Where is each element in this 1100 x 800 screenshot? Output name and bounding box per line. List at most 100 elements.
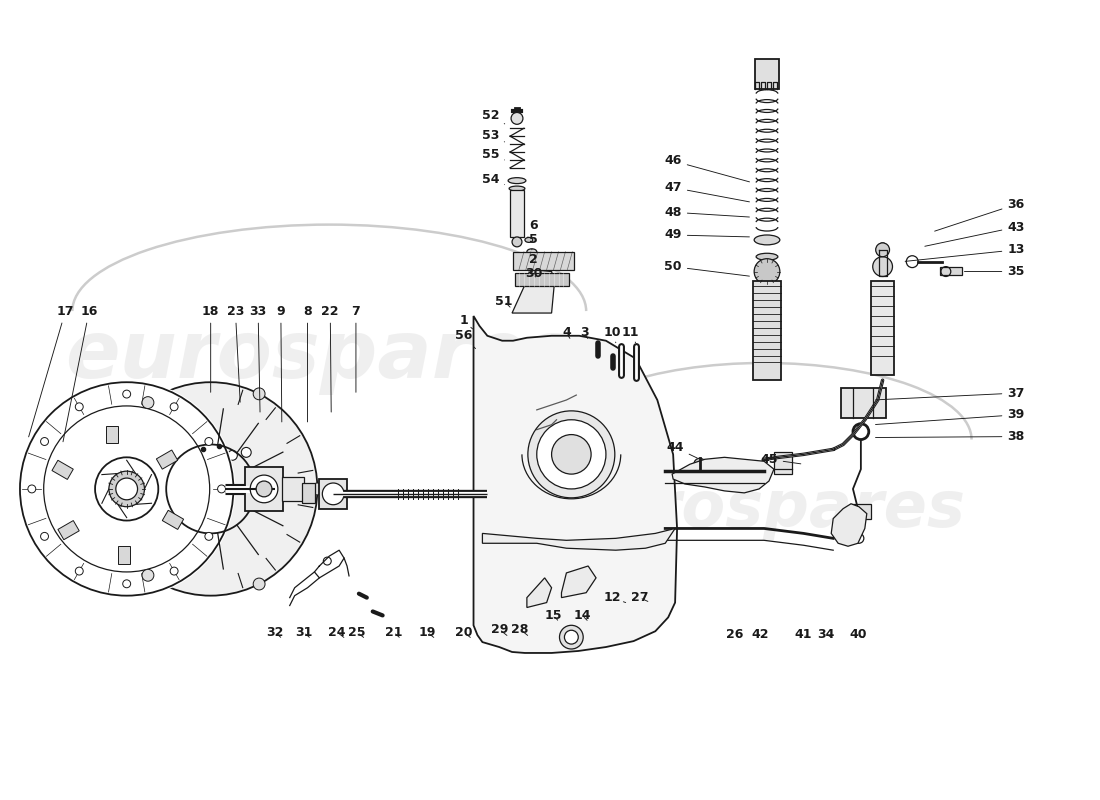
Text: eurospares: eurospares: [562, 478, 966, 540]
Ellipse shape: [527, 249, 537, 254]
Bar: [52, 460, 74, 479]
Ellipse shape: [525, 238, 532, 242]
Circle shape: [854, 534, 864, 543]
Circle shape: [755, 258, 780, 284]
Text: 56: 56: [455, 330, 475, 349]
Circle shape: [18, 380, 235, 598]
Bar: [118, 546, 130, 564]
Circle shape: [872, 257, 892, 277]
Text: 7: 7: [352, 305, 361, 392]
Text: 55: 55: [482, 149, 505, 162]
Circle shape: [560, 626, 583, 649]
Circle shape: [22, 384, 231, 594]
Text: 8: 8: [304, 305, 311, 422]
Bar: [939, 266, 961, 274]
Circle shape: [694, 458, 706, 470]
Bar: [513, 252, 574, 270]
Polygon shape: [473, 316, 678, 653]
Circle shape: [475, 531, 490, 546]
Bar: [754, 282, 781, 380]
Text: 3: 3: [580, 326, 588, 339]
Circle shape: [75, 403, 84, 410]
Circle shape: [253, 388, 265, 400]
Polygon shape: [513, 270, 554, 313]
Bar: [245, 467, 283, 510]
Text: 20: 20: [455, 626, 472, 638]
Bar: [851, 504, 871, 518]
Circle shape: [205, 533, 212, 540]
Bar: [755, 59, 779, 89]
Text: 49: 49: [664, 229, 749, 242]
Circle shape: [323, 557, 331, 565]
Text: 51: 51: [495, 294, 513, 308]
Text: 50: 50: [664, 260, 749, 276]
Ellipse shape: [756, 254, 778, 260]
Bar: [58, 521, 79, 540]
Polygon shape: [483, 529, 675, 550]
Text: 14: 14: [573, 609, 591, 622]
Text: 16: 16: [63, 305, 98, 442]
Text: 30: 30: [525, 267, 542, 280]
Circle shape: [528, 411, 615, 498]
Circle shape: [28, 485, 36, 493]
Text: 25: 25: [349, 626, 365, 638]
Polygon shape: [527, 578, 551, 607]
Text: 5: 5: [529, 234, 538, 250]
Circle shape: [75, 567, 84, 575]
Circle shape: [104, 382, 318, 596]
Text: 52: 52: [482, 109, 505, 124]
Bar: [319, 479, 346, 509]
Text: 38: 38: [876, 430, 1024, 443]
Circle shape: [250, 475, 278, 502]
Text: 6: 6: [528, 218, 538, 237]
Text: 48: 48: [664, 206, 749, 218]
Text: 34: 34: [817, 628, 835, 641]
Text: 41: 41: [795, 628, 812, 641]
Text: 4: 4: [562, 326, 571, 339]
Polygon shape: [672, 458, 774, 493]
Text: 35: 35: [965, 265, 1025, 278]
Text: 1: 1: [460, 314, 473, 329]
Circle shape: [658, 526, 673, 542]
Circle shape: [564, 630, 579, 644]
Text: 42: 42: [751, 628, 769, 641]
Bar: [842, 388, 886, 418]
Bar: [106, 426, 118, 443]
Ellipse shape: [755, 235, 780, 245]
Text: 40: 40: [849, 628, 867, 641]
Polygon shape: [561, 566, 596, 598]
Text: 37: 37: [876, 386, 1025, 400]
Text: 10: 10: [603, 326, 620, 342]
Circle shape: [537, 420, 606, 489]
Text: 54: 54: [482, 173, 505, 186]
Text: 45: 45: [760, 453, 801, 466]
Text: 39: 39: [876, 408, 1024, 425]
Circle shape: [241, 447, 251, 458]
Text: 33: 33: [250, 305, 266, 412]
Ellipse shape: [508, 178, 526, 183]
Text: 12: 12: [603, 591, 626, 604]
Circle shape: [116, 478, 138, 500]
Bar: [774, 452, 792, 474]
Bar: [515, 273, 570, 286]
Text: 17: 17: [29, 305, 74, 437]
Circle shape: [123, 580, 131, 588]
Circle shape: [218, 485, 226, 493]
Bar: [163, 510, 184, 530]
Text: 13: 13: [905, 243, 1025, 262]
Text: 47: 47: [664, 181, 749, 202]
Text: 22: 22: [321, 305, 339, 412]
Circle shape: [228, 450, 238, 460]
Bar: [301, 483, 316, 502]
Bar: [156, 450, 178, 469]
Text: 15: 15: [544, 609, 562, 622]
Bar: [871, 282, 894, 375]
Ellipse shape: [509, 186, 525, 191]
Circle shape: [513, 237, 521, 247]
Text: 18: 18: [202, 305, 219, 392]
Text: 29: 29: [491, 622, 508, 636]
Circle shape: [170, 403, 178, 410]
Circle shape: [205, 438, 212, 446]
Circle shape: [41, 533, 48, 540]
Circle shape: [42, 404, 211, 574]
